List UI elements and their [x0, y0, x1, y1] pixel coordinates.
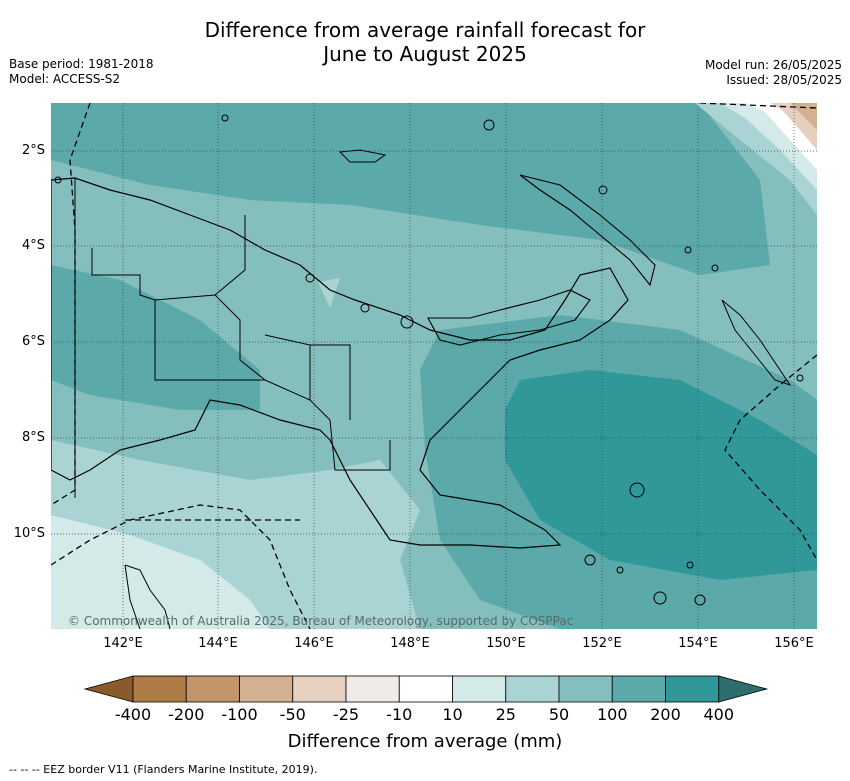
lat-label-10s: 10°S: [13, 526, 45, 541]
colorbar-swatch: [345, 675, 400, 703]
colorbar-swatch: [398, 675, 453, 703]
lat-label-2s: 2°S: [21, 143, 45, 158]
lon-label-154e: 154°E: [678, 636, 718, 651]
colorbar-tick-label: 400: [703, 705, 735, 724]
map-field: [51, 103, 817, 629]
model-run: Model run: 26/05/2025: [704, 58, 842, 72]
lon-label-142e: 142°E: [103, 636, 143, 651]
colorbar: [83, 675, 769, 703]
colorbar-tick-label: -25: [332, 705, 360, 724]
lon-label-156e: 156°E: [774, 636, 814, 651]
colorbar-tick-label: -100: [221, 705, 258, 724]
cape-york-coastline: [124, 564, 171, 629]
colorbar-tick-label: 200: [650, 705, 681, 724]
colorbar-tick-label: -400: [114, 705, 152, 724]
lat-label-4s: 4°S: [21, 238, 45, 253]
colorbar-tick-label: 10: [442, 705, 463, 724]
colorbar-swatch: [239, 675, 294, 703]
small-islands: [54, 114, 804, 606]
bougainville-coastline: [721, 299, 792, 386]
lon-label-148e: 148°E: [390, 636, 430, 651]
lat-label-6s: 6°S: [21, 334, 45, 349]
manus-island: [338, 149, 387, 163]
band-10-southwest: [51, 515, 270, 629]
map-title: Difference from average rainfall forecas…: [0, 18, 850, 66]
colorbar-title: Difference from average (mm): [287, 731, 563, 752]
title-line-2: June to August 2025: [323, 42, 527, 66]
lon-label-152e: 152°E: [582, 636, 622, 651]
colorbar-swatch: [505, 675, 560, 703]
base-period: Base period: 1981-2018: [9, 57, 154, 71]
metadata-left: Base period: 1981-2018 Model: ACCESS-S2: [9, 57, 154, 87]
new-guinea-coastline: [51, 177, 629, 549]
band-dryer-northeast: [790, 103, 817, 130]
colorbar-swatch: [665, 675, 720, 703]
colorbar-tick-label: -10: [386, 705, 413, 724]
model-name: Model: ACCESS-S2: [9, 72, 121, 86]
colorbar-swatch: [185, 675, 240, 703]
metadata-right: Model run: 26/05/2025 Issued: 28/05/2025: [705, 58, 842, 88]
lon-label-146e: 146°E: [294, 636, 334, 651]
eez-borders: [51, 103, 817, 629]
colorbar-extend-low: [83, 675, 134, 703]
lon-label-144e: 144°E: [198, 636, 238, 651]
colorbar-swatch: [558, 675, 613, 703]
colorbar-swatch: [292, 675, 347, 703]
patch-25-inland: [318, 278, 340, 308]
colorbar-tick-label: -50: [279, 705, 306, 724]
lon-label-150e: 150°E: [486, 636, 526, 651]
issued-date: Issued: 28/05/2025: [726, 73, 842, 87]
colorbar-tick-label: -200: [168, 705, 205, 724]
new-ireland-coastline: [519, 174, 656, 287]
new-britain-coastline: [427, 289, 591, 346]
graticule: [51, 103, 817, 629]
colorbar-swatch: [452, 675, 507, 703]
colorbar-extend-high: [718, 675, 769, 703]
lat-label-8s: 8°S: [21, 430, 45, 445]
title-line-1: Difference from average rainfall forecas…: [204, 18, 646, 42]
colorbar-tick-label: 25: [495, 705, 516, 724]
colorbar-tick-label: 50: [548, 705, 570, 724]
colorbar-swatch: [611, 675, 666, 703]
eez-footnote: -- -- -- EEZ border V11 (Flanders Marine…: [9, 763, 318, 776]
province-borders: [91, 215, 391, 471]
band-100-north: [51, 103, 770, 275]
copyright-notice: © Commonwealth of Australia 2025, Bureau…: [68, 614, 574, 628]
colorbar-swatch: [132, 675, 187, 703]
colorbar-tick-label: 100: [596, 705, 628, 724]
